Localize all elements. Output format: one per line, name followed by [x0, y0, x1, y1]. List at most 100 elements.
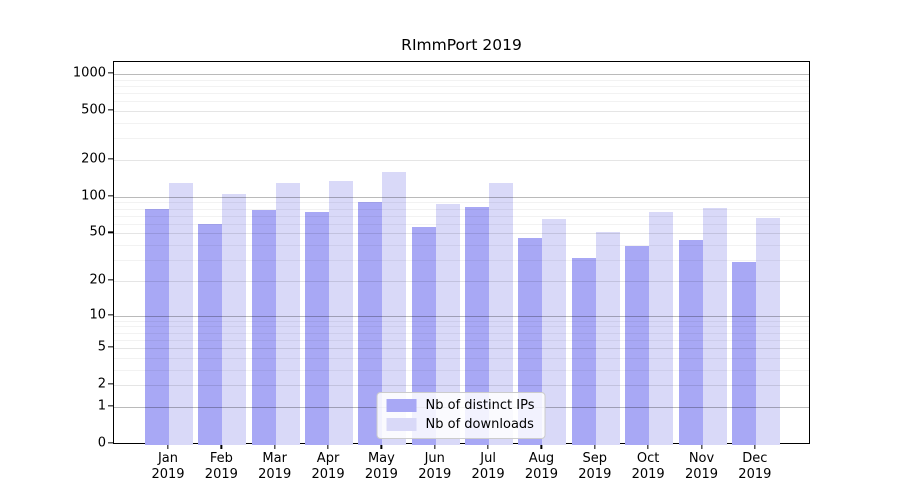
y-tick-label-10: 10: [89, 307, 106, 323]
minor-gridline-70: [114, 215, 809, 217]
x-tick-mark-jul: [487, 444, 489, 449]
x-tick-mark-jun: [434, 444, 436, 449]
x-tick-mark-may: [380, 444, 383, 449]
gridline-2: [114, 385, 809, 387]
x-tick-year: 2019: [578, 466, 612, 482]
x-tick-year: 2019: [151, 466, 185, 482]
bar-distinct-ips-feb: [198, 223, 223, 445]
y-tick-label-1000: 1000: [72, 65, 106, 81]
x-tick-label-aug: Aug 2019: [511, 451, 571, 482]
gridline-20: [114, 280, 809, 282]
y-tick-label-0: 0: [97, 435, 106, 451]
x-tick-label-sep: Sep 2019: [565, 451, 625, 482]
bar-downloads-sep: [595, 232, 620, 445]
x-tick-label-feb: Feb 2019: [191, 451, 251, 482]
y-tick-label-20: 20: [89, 272, 106, 288]
bar-downloads-feb: [222, 194, 247, 445]
y-tick-mark-10: [108, 313, 113, 316]
y-tick-mark-1000: [108, 72, 113, 74]
x-tick-mark-dec: [754, 444, 756, 449]
y-tick-mark-200: [108, 158, 113, 160]
minor-gridline-700: [114, 93, 809, 95]
bar-distinct-ips-nov: [678, 240, 703, 445]
minor-gridline-80: [114, 208, 809, 210]
x-tick-label-nov: Nov 2019: [672, 451, 732, 482]
legend-label-distinct-ips: Nb of distinct IPs: [425, 398, 535, 413]
bar-downloads-jan: [169, 182, 193, 445]
x-tick-month: Nov: [688, 451, 715, 466]
gridline-50: [114, 233, 809, 235]
legend: Nb of distinct IPs Nb of downloads: [376, 392, 546, 439]
legend-entry-downloads: Nb of downloads: [386, 417, 535, 432]
y-tick-label-500: 500: [81, 102, 106, 118]
minor-gridline-40: [114, 245, 809, 247]
x-tick-year: 2019: [364, 466, 398, 482]
x-tick-year: 2019: [738, 466, 772, 482]
x-tick-mark-oct: [647, 444, 649, 449]
x-tick-month: Aug: [528, 451, 555, 466]
chart-title: RImmPort 2019: [401, 36, 522, 54]
x-tick-year: 2019: [258, 466, 292, 482]
x-tick-label-jun: Jun 2019: [405, 451, 465, 482]
y-tick-mark-5: [108, 346, 113, 348]
x-tick-month: Mar: [262, 451, 287, 466]
x-tick-month: Dec: [742, 451, 768, 466]
x-tick-label-jul: Jul 2019: [458, 451, 518, 482]
bar-downloads-dec: [755, 218, 780, 445]
x-tick-label-jan: Jan 2019: [138, 451, 198, 482]
x-tick-mark-feb: [220, 444, 222, 449]
x-tick-year: 2019: [311, 466, 345, 482]
y-tick-label-5: 5: [97, 339, 106, 355]
x-tick-month: Jun: [424, 451, 445, 466]
plot-area: [113, 61, 810, 445]
bar-downloads-apr: [329, 180, 354, 445]
x-tick-year: 2019: [684, 466, 719, 482]
minor-gridline-8: [114, 326, 809, 328]
bar-downloads-oct: [649, 212, 674, 445]
minor-gridline-900: [114, 79, 809, 81]
y-tick-label-1: 1: [97, 398, 106, 414]
x-tick-year: 2019: [204, 466, 238, 482]
minor-gridline-7: [114, 332, 809, 334]
x-tick-year: 2019: [631, 466, 665, 482]
x-tick-mark-mar: [274, 444, 276, 449]
x-tick-label-mar: Mar 2019: [245, 451, 305, 482]
minor-gridline-9: [114, 320, 809, 322]
minor-gridline-30: [114, 260, 809, 262]
y-tick-label-2: 2: [97, 376, 106, 392]
gridline-1000: [114, 74, 809, 75]
bar-distinct-ips-jan: [145, 208, 169, 445]
x-tick-mark-jan: [167, 444, 169, 449]
gridline-5: [114, 348, 809, 350]
x-tick-month: Jan: [157, 451, 179, 466]
minor-gridline-4: [114, 357, 809, 359]
bar-downloads-aug: [542, 218, 567, 445]
x-tick-year: 2019: [524, 466, 558, 482]
x-tick-month: Oct: [636, 451, 660, 466]
x-tick-month: May: [367, 451, 395, 466]
minor-gridline-400: [114, 122, 809, 124]
bar-downloads-nov: [702, 207, 727, 445]
x-tick-month: Jul: [480, 451, 496, 466]
x-tick-label-may: May 2019: [351, 451, 411, 482]
y-tick-mark-100: [108, 195, 113, 197]
y-tick-label-100: 100: [81, 188, 106, 204]
y-tick-label-50: 50: [89, 224, 106, 240]
x-tick-label-dec: Dec 2019: [725, 451, 785, 482]
minor-gridline-300: [114, 138, 809, 140]
bar-distinct-ips-oct: [625, 246, 650, 445]
bar-distinct-ips-apr: [305, 212, 330, 445]
x-tick-month: Feb: [209, 451, 233, 466]
gridline-500: [114, 111, 809, 113]
y-tick-mark-50: [108, 231, 113, 234]
y-tick-mark-0: [108, 442, 113, 444]
bar-downloads-mar: [275, 182, 300, 445]
x-tick-mark-nov: [700, 444, 703, 449]
x-tick-mark-sep: [594, 444, 596, 449]
x-tick-month: Sep: [582, 451, 608, 466]
gridline-10: [114, 315, 809, 317]
minor-gridline-800: [114, 85, 809, 87]
bar-distinct-ips-mar: [251, 209, 276, 445]
x-tick-label-apr: Apr 2019: [298, 451, 358, 482]
y-tick-mark-1: [108, 405, 113, 407]
